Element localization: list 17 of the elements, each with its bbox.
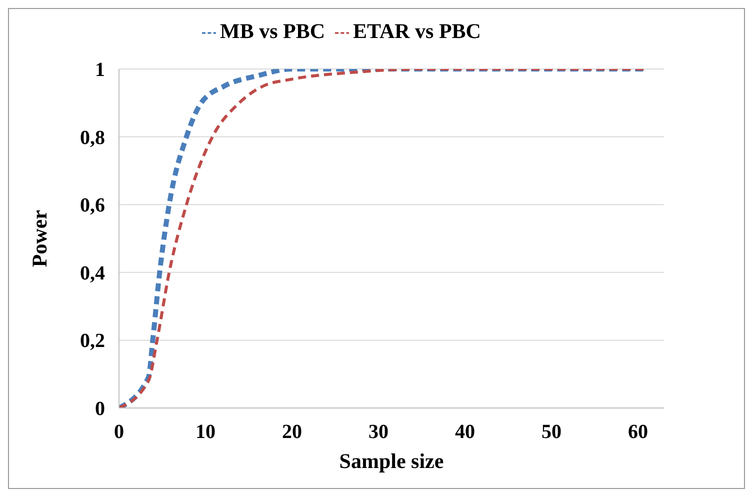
- y-tick-label: 1: [95, 59, 105, 81]
- legend-label: ETAR vs PBC: [353, 19, 481, 43]
- y-tick-label: 0: [95, 398, 105, 420]
- x-tick-label: 50: [542, 421, 562, 443]
- x-tick-label: 10: [196, 421, 216, 443]
- y-tick-label: 0,4: [80, 262, 105, 284]
- y-tick-label: 0,8: [80, 126, 105, 149]
- x-tick-label: 40: [455, 421, 476, 443]
- x-axis-title: Sample size: [339, 449, 444, 473]
- y-tick-label: 0,6: [80, 194, 105, 217]
- y-tick-label: 0,2: [80, 330, 105, 352]
- x-tick-label: 0: [114, 421, 124, 443]
- y-axis-title: Power: [27, 210, 52, 268]
- x-tick-label: 20: [282, 421, 302, 443]
- x-tick-label: 30: [368, 421, 389, 443]
- x-tick-label: 60: [628, 421, 648, 443]
- legend-label: MB vs PBC: [220, 19, 326, 43]
